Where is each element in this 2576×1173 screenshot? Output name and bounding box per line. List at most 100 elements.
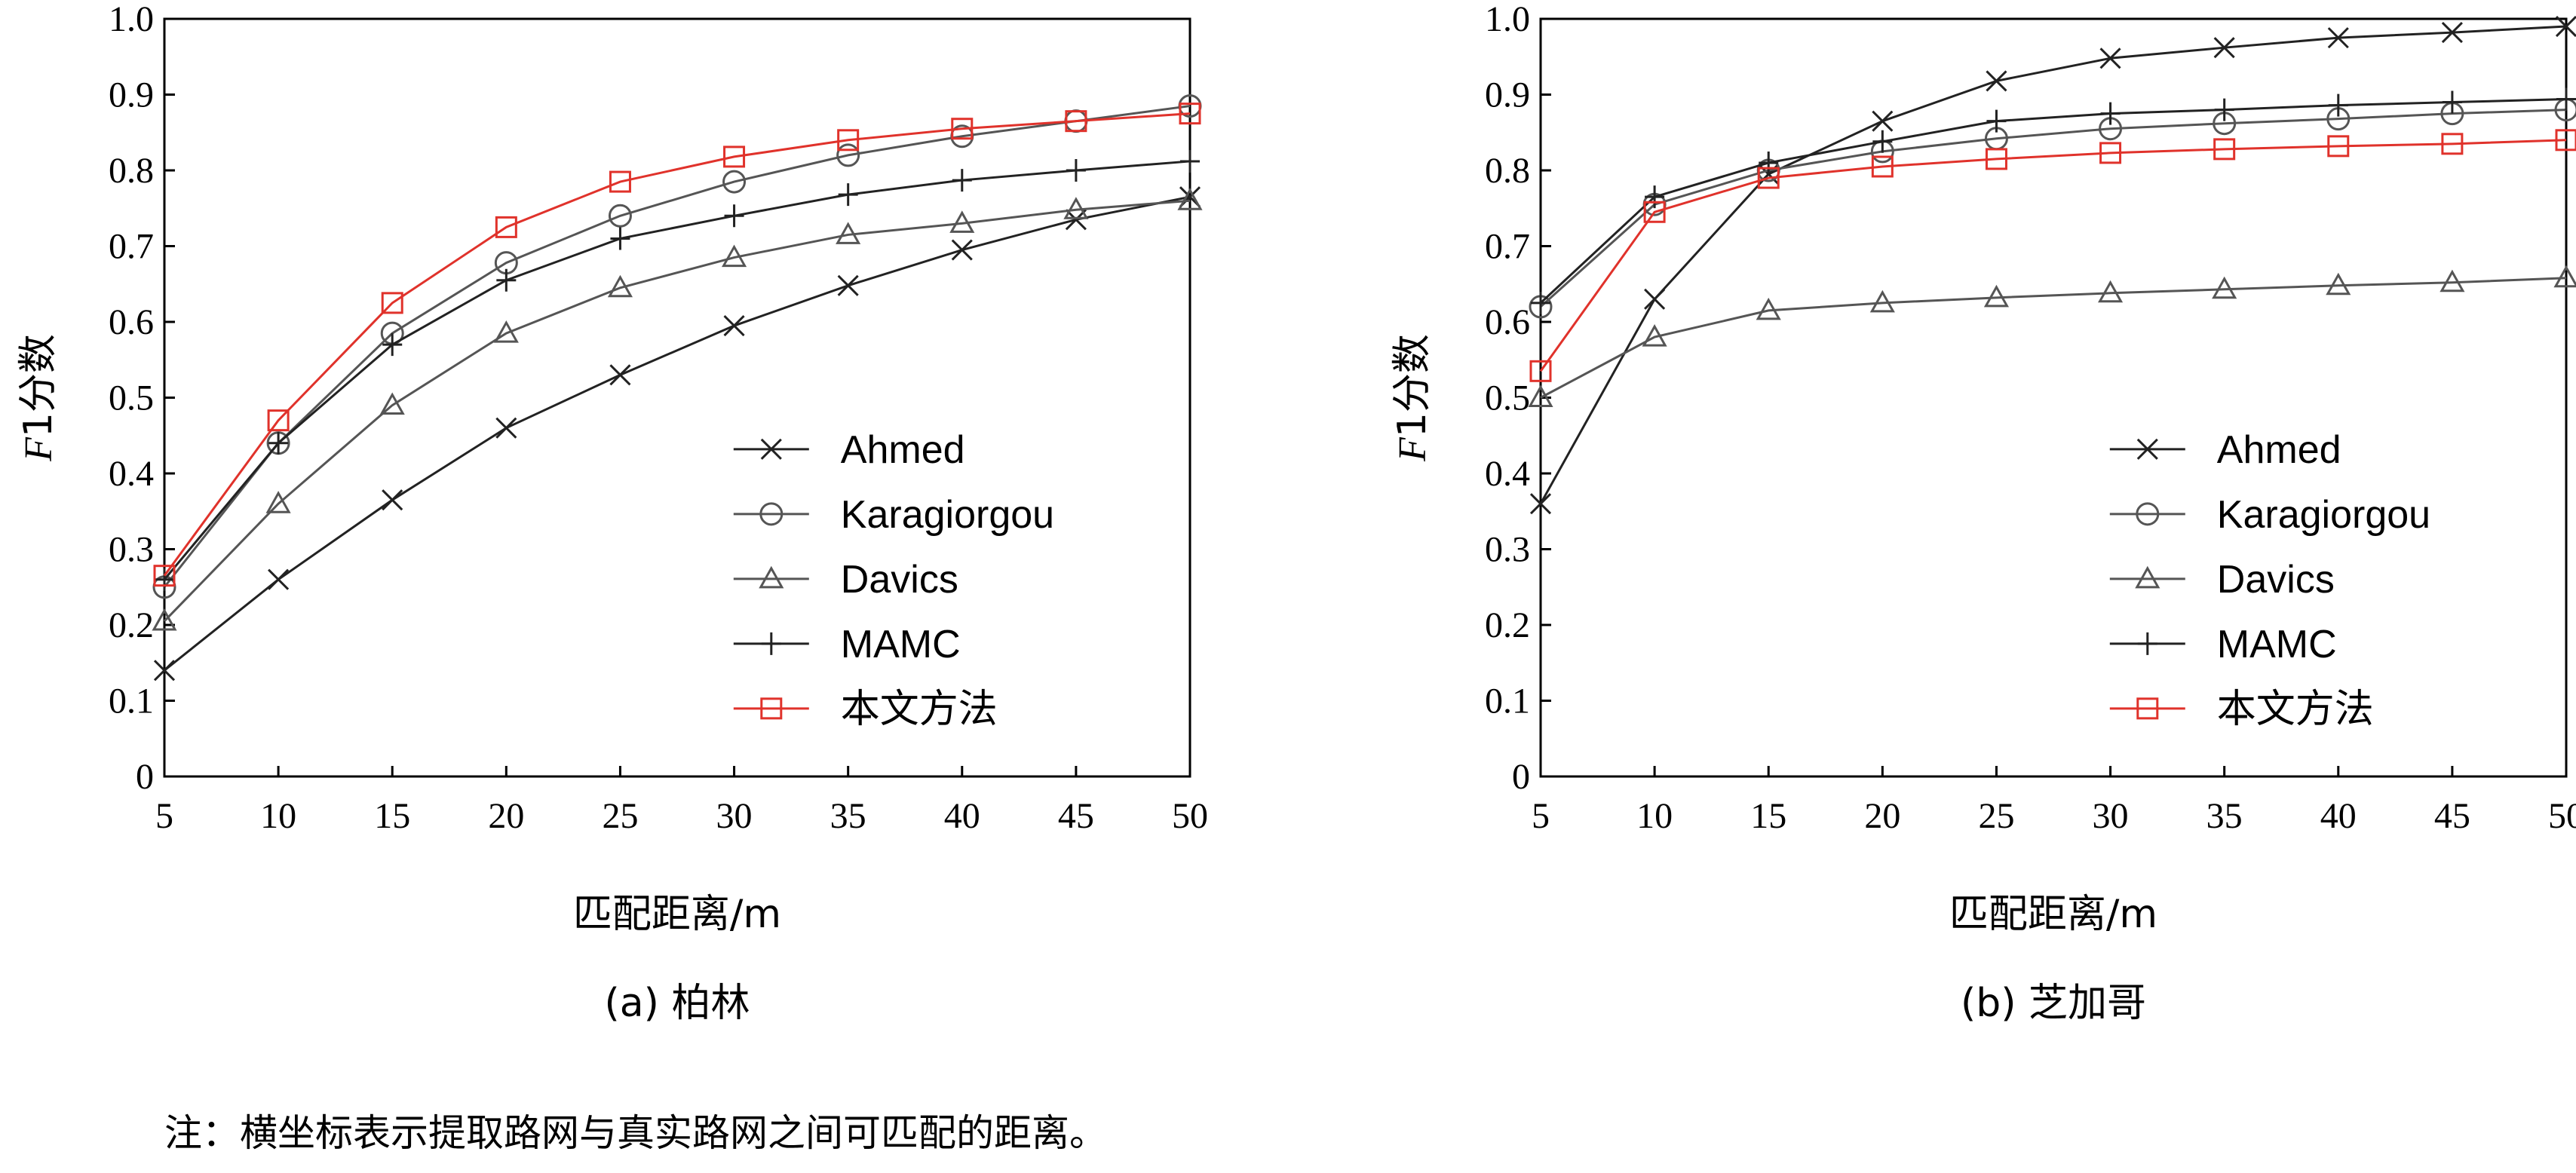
series-line xyxy=(1539,25,2567,504)
data-point xyxy=(496,268,517,292)
data-point xyxy=(1983,284,2009,308)
panel-caption: (b) 芝加哥 xyxy=(1961,981,2146,1026)
x-tick-label: 40 xyxy=(2320,796,2357,836)
series-line xyxy=(1539,109,2567,308)
legend-label: MAMC xyxy=(841,623,961,666)
y-tick-label: 0.7 xyxy=(109,227,154,267)
x-axis-label: 匹配距离/m xyxy=(1949,892,2157,937)
data-point xyxy=(2555,129,2576,152)
data-point xyxy=(2213,138,2236,161)
panel-berlin: 0 0.1 0.2 0.3 0.4 0.5 0.6 0.7 0.8 0.9 1.0 5 10 15 20 25… xyxy=(16,0,1208,1026)
x-tick-label: 10 xyxy=(260,796,296,836)
y-tick-label: 0.3 xyxy=(1485,530,1530,570)
legend-label: MAMC xyxy=(2217,623,2337,666)
legend-label: Karagiorgou xyxy=(841,493,1054,537)
data-point xyxy=(495,216,517,238)
legend-marker xyxy=(760,697,783,720)
legend-marker xyxy=(2136,438,2158,460)
data-point xyxy=(2441,133,2464,155)
data-point xyxy=(1871,155,1894,178)
data-point xyxy=(1759,151,1779,174)
data-point xyxy=(1643,201,1666,223)
data-point xyxy=(2098,280,2124,303)
series-x xyxy=(153,186,1201,681)
data-point xyxy=(2213,37,2235,59)
y-tick-label: 0.9 xyxy=(1485,75,1530,115)
series-triangle xyxy=(1528,265,2576,407)
x-tick-label: 35 xyxy=(830,796,866,836)
y-tick-label: 1.0 xyxy=(109,0,154,39)
series-x xyxy=(1529,15,2576,515)
legend-label: Davics xyxy=(2217,558,2335,602)
data-point xyxy=(268,568,290,590)
data-point xyxy=(2553,265,2576,288)
data-point xyxy=(724,204,744,228)
legend-marker xyxy=(2136,502,2160,526)
data-point xyxy=(382,333,403,357)
series-line xyxy=(163,112,1191,577)
x-tick-label: 50 xyxy=(2548,796,2576,836)
x-tick-label: 25 xyxy=(1978,796,2014,836)
y-tick-label: 0.4 xyxy=(1485,454,1530,494)
data-point xyxy=(608,204,632,228)
data-point xyxy=(152,608,177,631)
data-point xyxy=(952,169,972,192)
data-point xyxy=(722,170,747,194)
legend-label: Karagiorgou xyxy=(2217,493,2430,537)
y-tick-label: 0.6 xyxy=(1485,302,1530,342)
data-point xyxy=(1645,185,1665,209)
y-axis-label: F1分数 xyxy=(16,334,61,462)
data-point xyxy=(723,314,745,337)
data-point xyxy=(1180,149,1200,173)
y-tick-label: 0.5 xyxy=(1485,378,1530,418)
legend-label: Ahmed xyxy=(841,428,965,472)
data-point xyxy=(1985,148,2007,170)
data-point xyxy=(382,489,403,511)
legend-marker xyxy=(760,438,782,460)
data-point xyxy=(153,660,176,681)
y-tick-label: 0.2 xyxy=(109,605,154,645)
x-tick-label: 20 xyxy=(488,796,524,836)
x-tick-label: 50 xyxy=(1172,796,1208,836)
x-tick-label: 5 xyxy=(1532,796,1550,836)
data-point xyxy=(838,183,858,207)
data-point xyxy=(837,274,859,296)
plot-frame xyxy=(1539,17,2568,778)
y-tick-label: 0.2 xyxy=(1485,605,1530,645)
data-point xyxy=(1986,70,2007,92)
legend-label: 本文方法 xyxy=(2217,688,2374,731)
data-point xyxy=(1642,324,1667,347)
legend-marker xyxy=(759,565,784,589)
x-tick-label: 30 xyxy=(2093,796,2129,836)
data-point xyxy=(2442,90,2462,114)
data-point xyxy=(1529,360,1552,382)
data-point xyxy=(153,565,176,587)
data-point xyxy=(951,239,973,261)
data-point xyxy=(2327,27,2349,49)
data-point xyxy=(607,274,633,298)
series-square xyxy=(153,103,1201,587)
y-tick-label: 0.6 xyxy=(109,302,154,342)
y-tick-label: 0.5 xyxy=(109,378,154,418)
y-tick-label: 0.4 xyxy=(109,454,154,494)
x-tick-label: 45 xyxy=(1058,796,1094,836)
series-line xyxy=(1539,98,2567,304)
series-line xyxy=(163,199,1191,623)
data-point xyxy=(1528,384,1553,407)
data-point xyxy=(836,143,860,167)
data-point xyxy=(836,222,861,244)
data-point xyxy=(2100,102,2121,125)
data-point xyxy=(721,244,747,268)
data-point xyxy=(2441,22,2463,44)
y-tick-label: 0 xyxy=(136,757,154,797)
series-triangle xyxy=(152,188,1203,631)
y-tick-label: 0.8 xyxy=(109,151,154,191)
data-point xyxy=(1065,110,1087,133)
data-point xyxy=(1063,197,1089,219)
data-point xyxy=(1872,110,1894,132)
legend-marker xyxy=(761,632,781,655)
legend-marker xyxy=(759,502,784,526)
data-point xyxy=(267,409,290,432)
x-tick-label: 25 xyxy=(602,796,638,836)
